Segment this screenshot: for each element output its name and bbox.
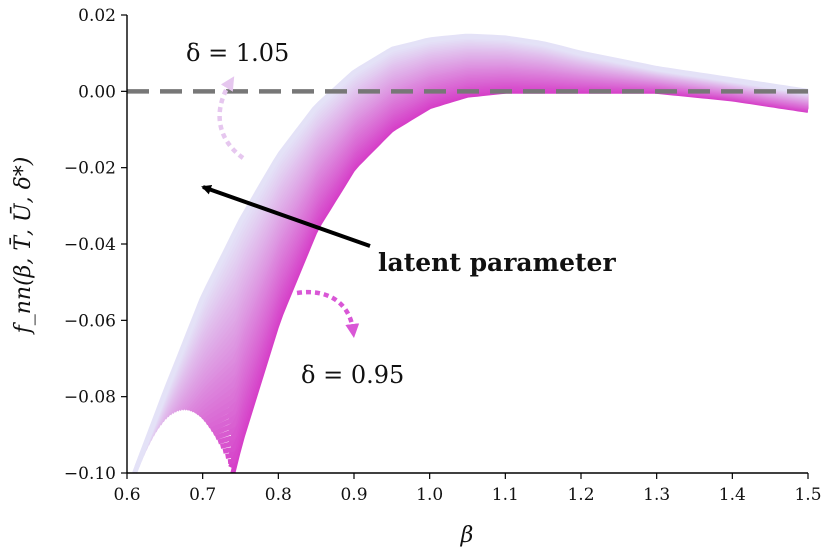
y-tick-label: −0.04	[64, 235, 116, 255]
delta-low-arrow	[296, 289, 360, 338]
x-tick-label: 1.0	[416, 485, 443, 505]
latent-parameter-label: latent parameter	[378, 248, 616, 277]
y-axis-ticks: 0.02 0.00 −0.02 −0.04 −0.06 −0.08 −0.10	[64, 6, 127, 484]
latent-parameter-arrow	[201, 184, 371, 248]
y-axis-title: f_nn(β, T̄, Ū, δ*)	[9, 157, 36, 336]
y-tick-label: 0.02	[78, 6, 116, 26]
band-curve	[194, 68, 809, 416]
x-tick-label: 0.8	[265, 485, 292, 505]
delta-high-arrow	[217, 76, 245, 160]
y-tick-label: −0.06	[64, 311, 116, 331]
x-tick-label: 1.2	[567, 485, 594, 505]
y-tick-label: −0.10	[64, 464, 116, 484]
x-tick-label: 0.6	[113, 485, 140, 505]
delta-low-label: δ = 0.95	[301, 361, 404, 389]
x-axis-title: β	[460, 523, 474, 548]
y-tick-label: −0.02	[64, 159, 116, 179]
x-tick-label: 1.3	[643, 485, 670, 505]
axes: 0.6 0.7 0.8 0.9 1.0 1.1 1.2 1.3 1.4 1.5 0.02 0.00 −…	[64, 6, 822, 505]
band-curve	[196, 70, 809, 418]
delta-high-label: δ = 1.05	[186, 39, 289, 67]
x-tick-label: 1.1	[492, 485, 519, 505]
y-tick-label: −0.08	[64, 388, 116, 408]
band-curve	[132, 33, 809, 474]
x-axis-ticks: 0.6 0.7 0.8 0.9 1.0 1.1 1.2 1.3 1.4 1.5	[113, 473, 822, 505]
x-tick-label: 1.4	[719, 485, 746, 505]
x-tick-label: 0.7	[189, 485, 216, 505]
y-tick-label: 0.00	[78, 82, 116, 102]
x-tick-label: 1.5	[794, 485, 821, 505]
x-tick-label: 0.9	[340, 485, 367, 505]
